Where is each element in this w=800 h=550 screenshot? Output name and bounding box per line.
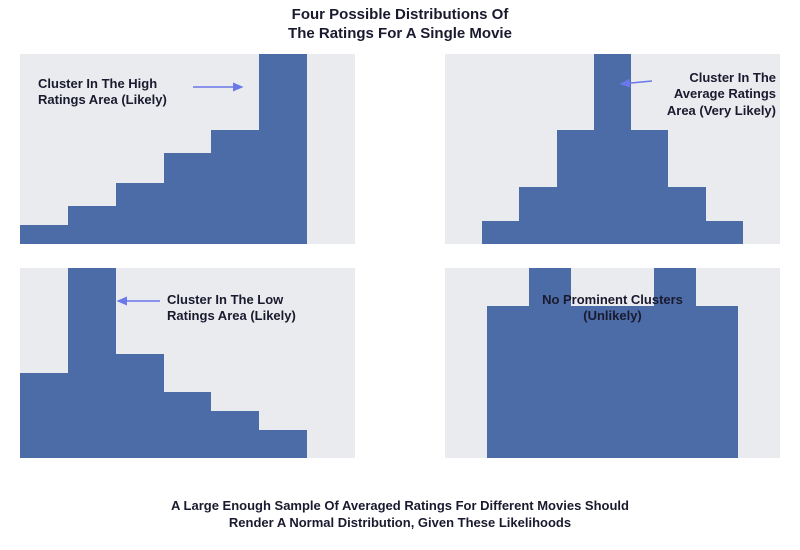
panel-grid: Cluster In The High Ratings Area (Likely… [20,54,780,458]
bar [487,306,529,458]
footer-line-2: Render A Normal Distribution, Given Thes… [229,515,571,530]
label-line: Cluster In The Low [167,292,283,307]
title-line-2: The Ratings For A Single Movie [288,25,512,42]
bar [557,130,594,244]
bar [20,225,68,244]
label-line: Ratings Area (Likely) [38,92,167,107]
main-title: Four Possible Distributions Of The Ratin… [0,0,800,44]
bar [211,411,259,459]
bar [211,130,259,244]
label-line: No Prominent Clusters [542,292,683,307]
bar [696,306,738,458]
label-low: Cluster In The Low Ratings Area (Likely) [167,292,296,325]
bar [68,206,116,244]
label-high: Cluster In The High Ratings Area (Likely… [38,76,167,109]
bar [116,354,164,459]
panel-low-ratings: Cluster In The Low Ratings Area (Likely) [20,268,355,458]
label-line: Cluster In The High [38,76,157,91]
bar [68,268,116,458]
label-line: Cluster In The [689,70,776,85]
label-line: Average Ratings [674,86,776,101]
label-line: (Unlikely) [583,308,642,323]
bar [116,183,164,244]
bar [20,373,68,459]
bar [668,187,705,244]
bar [571,306,613,458]
footer-line-1: A Large Enough Sample Of Averaged Rating… [171,498,629,513]
label-line: Area (Very Likely) [667,103,776,118]
panel-average-ratings: Cluster In The Average Ratings Area (Ver… [445,54,780,244]
bar [631,130,668,244]
figure-canvas: Four Possible Distributions Of The Ratin… [0,0,800,550]
bar [164,392,212,459]
label-average: Cluster In The Average Ratings Area (Ver… [667,70,776,119]
label-line: Ratings Area (Likely) [167,308,296,323]
footer-caption: A Large Enough Sample Of Averaged Rating… [0,498,800,532]
panel-no-clusters: No Prominent Clusters (Unlikely) [445,268,780,458]
bar [259,430,307,459]
bar [706,221,743,244]
bar [482,221,519,244]
title-line-1: Four Possible Distributions Of [292,6,509,23]
panel-high-ratings: Cluster In The High Ratings Area (Likely… [20,54,355,244]
bar [259,54,307,244]
bar [164,153,212,244]
bar [519,187,556,244]
bar [613,306,655,458]
bar [594,54,631,244]
label-none: No Prominent Clusters (Unlikely) [445,292,780,325]
